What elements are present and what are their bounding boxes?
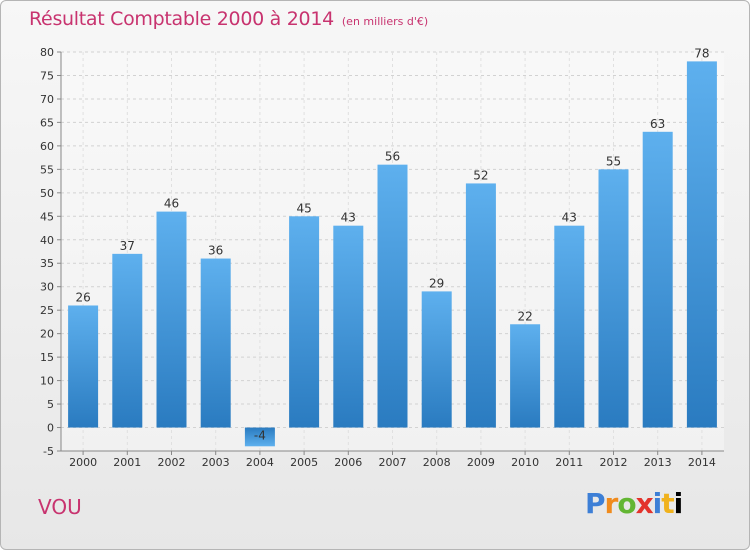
y-tick-label: 60: [40, 140, 54, 153]
value-label-2006: 43: [341, 211, 356, 225]
x-tick-label: 2007: [379, 456, 407, 469]
bar-2009: [465, 183, 496, 428]
x-tick-label: 2010: [511, 456, 539, 469]
bar-2007: [377, 164, 408, 428]
y-tick-label: 35: [40, 257, 54, 270]
chart-title: Résultat Comptable 2000 à 2014 (en millie…: [29, 8, 428, 30]
x-tick-label: 2011: [555, 456, 583, 469]
bars: [68, 61, 717, 447]
bar-2004: [244, 427, 275, 447]
axes: -5 0 5 10 15 20 25 30 35 40 45 50 55 60 65 70 75 80 2000 20…: [40, 46, 724, 469]
x-tick-label: 2005: [290, 456, 318, 469]
y-tick-label: 80: [40, 46, 54, 59]
value-label-2013: 63: [650, 117, 665, 131]
value-label-2003: 36: [208, 244, 223, 258]
bar-2006: [333, 225, 364, 428]
y-tick-label: 50: [40, 187, 54, 200]
value-label-2011: 43: [562, 211, 577, 225]
chart-unit-text: (en milliers d'€): [341, 15, 429, 28]
y-tick-label: 20: [40, 328, 54, 341]
y-tick-label: 70: [40, 93, 54, 106]
bar-2003: [200, 258, 231, 428]
proxiti-logo: Proxiti: [585, 487, 683, 520]
x-tick-label: 2002: [158, 456, 186, 469]
x-tick-label: 2004: [246, 456, 274, 469]
bar-2008: [421, 291, 452, 428]
value-label-2001: 37: [120, 239, 135, 253]
bar-2005: [289, 216, 320, 428]
bar-2011: [554, 225, 585, 428]
commune-name: VOU: [38, 495, 82, 519]
y-tick-label: 25: [40, 304, 54, 317]
bar-2014: [686, 61, 717, 428]
y-tick-label: 75: [40, 69, 54, 82]
value-labels: 26 37 46 36 -4 45 43 56 29 52 22 43 55 63 78: [75, 46, 709, 442]
value-label-2004: -4: [254, 429, 266, 443]
y-tick-label: 10: [40, 375, 54, 388]
y-tick-label: 15: [40, 351, 54, 364]
x-tick-label: 2013: [644, 456, 672, 469]
value-label-2009: 52: [473, 168, 488, 182]
value-label-2008: 29: [429, 276, 444, 290]
y-tick-label: 40: [40, 234, 54, 247]
y-tick-label: 5: [47, 398, 54, 411]
y-tick-label: 0: [47, 422, 54, 435]
value-label-2007: 56: [385, 150, 400, 164]
y-tick-label: -5: [43, 445, 54, 458]
bar-2012: [598, 169, 629, 428]
bar-2001: [112, 253, 143, 428]
y-tick-label: 45: [40, 210, 54, 223]
value-label-2000: 26: [75, 290, 90, 304]
value-label-2010: 22: [517, 309, 532, 323]
x-tick-label: 2009: [467, 456, 495, 469]
x-tick-label: 2003: [202, 456, 230, 469]
value-label-2012: 55: [606, 154, 621, 168]
x-tick-label: 2001: [113, 456, 141, 469]
bar-2010: [510, 324, 541, 428]
x-tick-label: 2006: [334, 456, 362, 469]
bar-2013: [642, 131, 673, 428]
x-tick-label: 2012: [600, 456, 628, 469]
y-tick-label: 30: [40, 281, 54, 294]
y-tick-label: 55: [40, 163, 54, 176]
value-label-2005: 45: [296, 201, 311, 215]
chart-title-text: Résultat Comptable 2000 à 2014: [29, 8, 334, 30]
value-label-2002: 46: [164, 197, 179, 211]
bar-2000: [68, 305, 99, 428]
x-tick-label: 2000: [69, 456, 97, 469]
x-tick-label: 2008: [423, 456, 451, 469]
x-tick-label: 2014: [688, 456, 716, 469]
value-label-2014: 78: [694, 46, 709, 60]
y-tick-label: 65: [40, 116, 54, 129]
bar-2002: [156, 211, 187, 428]
